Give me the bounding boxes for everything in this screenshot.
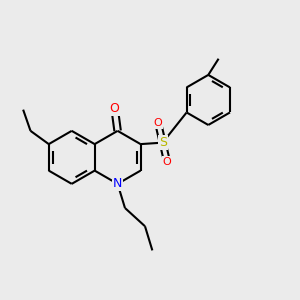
Text: O: O [110,102,120,115]
Text: O: O [154,118,163,128]
Text: N: N [113,177,122,190]
Text: O: O [163,157,171,167]
Text: S: S [159,136,167,149]
